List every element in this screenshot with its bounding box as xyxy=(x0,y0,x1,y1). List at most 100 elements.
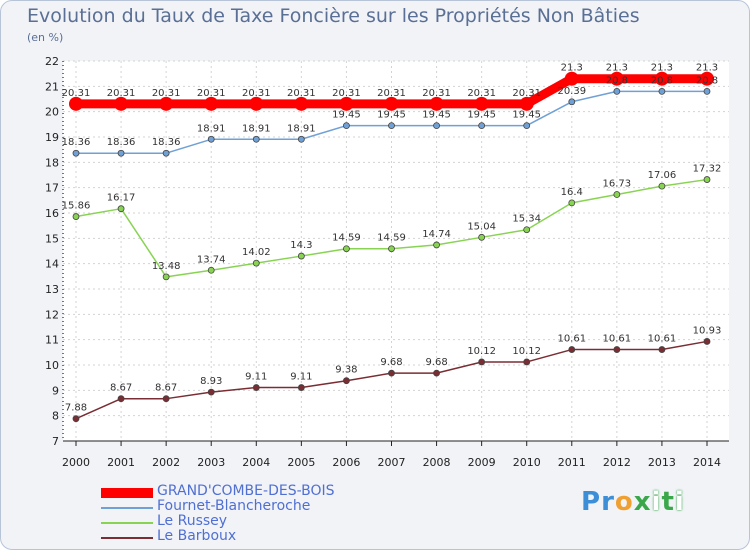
data-point xyxy=(613,88,621,95)
legend-swatch xyxy=(101,488,153,498)
data-point xyxy=(162,395,170,403)
data-point xyxy=(568,346,576,353)
y-tick-label: 7 xyxy=(52,435,59,448)
data-point xyxy=(297,384,305,391)
logo-letter: i xyxy=(674,487,685,517)
y-tick-label: 15 xyxy=(45,232,59,245)
data-label: 9.68 xyxy=(425,357,447,368)
x-tick-label: 2004 xyxy=(242,456,270,469)
data-label: 20.31 xyxy=(242,88,271,99)
x-tick-label: 2001 xyxy=(107,456,135,469)
data-label: 20.31 xyxy=(512,88,541,99)
data-point xyxy=(207,388,215,396)
data-label: 8.67 xyxy=(110,383,132,394)
data-label: 16.17 xyxy=(107,193,136,204)
data-label: 20.8 xyxy=(651,75,673,86)
data-label: 20.8 xyxy=(696,75,718,86)
data-label: 18.91 xyxy=(287,123,316,134)
data-label: 20.31 xyxy=(62,88,91,99)
data-point xyxy=(658,88,666,95)
data-label: 19.45 xyxy=(332,110,361,121)
plot-area xyxy=(63,61,729,441)
data-label: 14.02 xyxy=(242,247,271,258)
data-label: 9.11 xyxy=(245,372,267,383)
legend-swatch xyxy=(101,522,153,524)
y-axis-unit-label: (en %) xyxy=(27,31,64,44)
data-point xyxy=(703,88,711,95)
data-label: 9.11 xyxy=(290,372,312,383)
y-tick-label: 11 xyxy=(45,334,59,347)
data-point xyxy=(252,135,260,143)
data-label: 15.34 xyxy=(512,214,541,225)
data-point xyxy=(613,346,621,353)
data-point xyxy=(207,266,215,274)
data-point xyxy=(613,191,621,198)
x-tick-label: 2009 xyxy=(468,456,496,469)
data-point xyxy=(343,122,350,129)
data-point xyxy=(474,96,489,111)
data-point xyxy=(294,96,309,111)
data-point xyxy=(568,98,576,106)
data-label: 20.31 xyxy=(197,88,226,99)
legend-label: Le Russey xyxy=(157,513,228,529)
logo-letter: P xyxy=(581,487,602,517)
data-point xyxy=(388,122,395,129)
logo-letter: r xyxy=(601,487,615,517)
y-tick-label: 19 xyxy=(45,131,59,144)
legend-swatch xyxy=(101,507,153,509)
data-label: 18.91 xyxy=(197,123,226,134)
data-point xyxy=(384,96,399,111)
y-tick-label: 16 xyxy=(45,207,59,220)
data-point xyxy=(523,358,531,366)
data-label: 20.39 xyxy=(557,86,586,97)
data-label: 7.88 xyxy=(65,403,87,414)
x-tick-label: 2002 xyxy=(152,456,180,469)
x-tick-label: 2010 xyxy=(513,456,541,469)
data-label: 15.86 xyxy=(62,201,91,212)
data-point xyxy=(162,273,170,281)
data-label: 20.31 xyxy=(107,88,136,99)
data-label: 15.04 xyxy=(467,221,496,232)
data-point xyxy=(204,96,219,111)
data-label: 17.32 xyxy=(693,164,722,175)
data-label: 20.31 xyxy=(377,88,406,99)
data-point xyxy=(700,71,714,86)
y-tick-label: 9 xyxy=(52,384,59,397)
data-label: 21.3 xyxy=(606,63,628,74)
x-tick-label: 2003 xyxy=(197,456,225,469)
data-point xyxy=(252,259,260,267)
data-point xyxy=(114,96,129,111)
data-label: 14.3 xyxy=(290,240,312,251)
data-point xyxy=(297,252,305,260)
y-tick-label: 18 xyxy=(45,156,59,169)
data-point xyxy=(117,205,125,213)
data-label: 20.8 xyxy=(606,75,628,86)
x-tick-label: 2014 xyxy=(693,456,721,469)
data-label: 20.31 xyxy=(422,88,451,99)
data-label: 19.45 xyxy=(422,110,451,121)
y-tick-label: 22 xyxy=(45,55,59,68)
data-point xyxy=(523,226,531,234)
data-point xyxy=(433,369,440,377)
data-point xyxy=(252,384,260,391)
data-label: 16.73 xyxy=(603,179,632,190)
data-point xyxy=(433,241,440,249)
data-point xyxy=(519,96,534,111)
data-point xyxy=(609,71,624,86)
y-tick-label: 13 xyxy=(45,283,59,296)
logo-letter: o xyxy=(614,487,634,517)
data-point xyxy=(703,338,711,345)
data-label: 18.36 xyxy=(62,137,91,148)
data-point xyxy=(654,71,669,86)
data-label: 13.48 xyxy=(152,261,181,272)
proxiti-logo: Proxiti xyxy=(581,487,685,517)
data-point xyxy=(159,96,174,111)
data-point xyxy=(72,415,80,423)
data-label: 19.45 xyxy=(377,110,406,121)
logo-letter: x xyxy=(633,487,652,517)
data-point xyxy=(117,395,125,403)
data-point xyxy=(568,199,576,207)
x-tick-label: 2013 xyxy=(648,456,676,469)
data-point xyxy=(433,122,440,129)
